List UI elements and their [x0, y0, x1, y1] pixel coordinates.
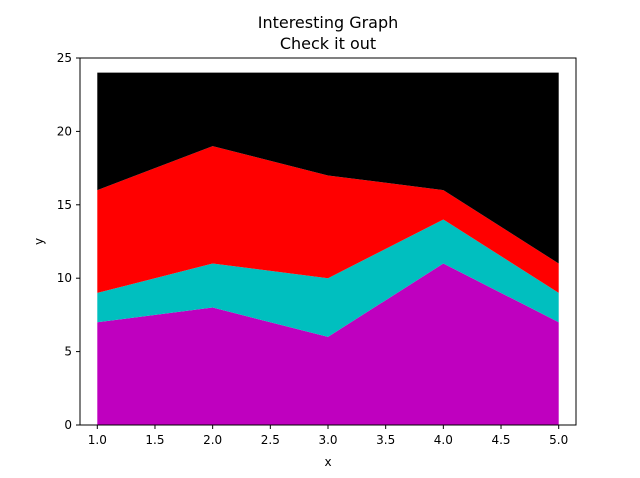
area-layers — [97, 72, 559, 425]
chart-subtitle: Check it out — [280, 34, 376, 53]
x-tick-label: 3.5 — [376, 433, 395, 447]
y-axis-ticks: 0 5 10 15 20 25 — [57, 51, 80, 432]
y-tick-label: 10 — [57, 271, 72, 285]
x-tick-label: 3.0 — [318, 433, 337, 447]
x-axis-label: x — [324, 455, 331, 469]
x-tick-label: 4.0 — [434, 433, 453, 447]
x-tick-label: 2.0 — [203, 433, 222, 447]
y-axis-label: y — [32, 238, 46, 245]
y-tick-label: 0 — [64, 418, 72, 432]
x-tick-label: 2.5 — [261, 433, 280, 447]
x-tick-label: 1.5 — [145, 433, 164, 447]
area-series-4 — [97, 72, 559, 264]
y-tick-label: 15 — [57, 198, 72, 212]
y-tick-label: 20 — [57, 124, 72, 138]
x-axis-ticks: 1.0 1.5 2.0 2.5 3.0 3.5 4.0 4.5 5.0 — [88, 425, 568, 447]
area-series-3 — [97, 146, 559, 293]
x-tick-label: 4.5 — [491, 433, 510, 447]
chart-title: Interesting Graph — [258, 13, 399, 32]
y-tick-label: 5 — [64, 345, 72, 359]
y-tick-label: 25 — [57, 51, 72, 65]
area-series-1 — [97, 263, 559, 425]
x-tick-label: 5.0 — [549, 433, 568, 447]
x-tick-label: 1.0 — [88, 433, 107, 447]
